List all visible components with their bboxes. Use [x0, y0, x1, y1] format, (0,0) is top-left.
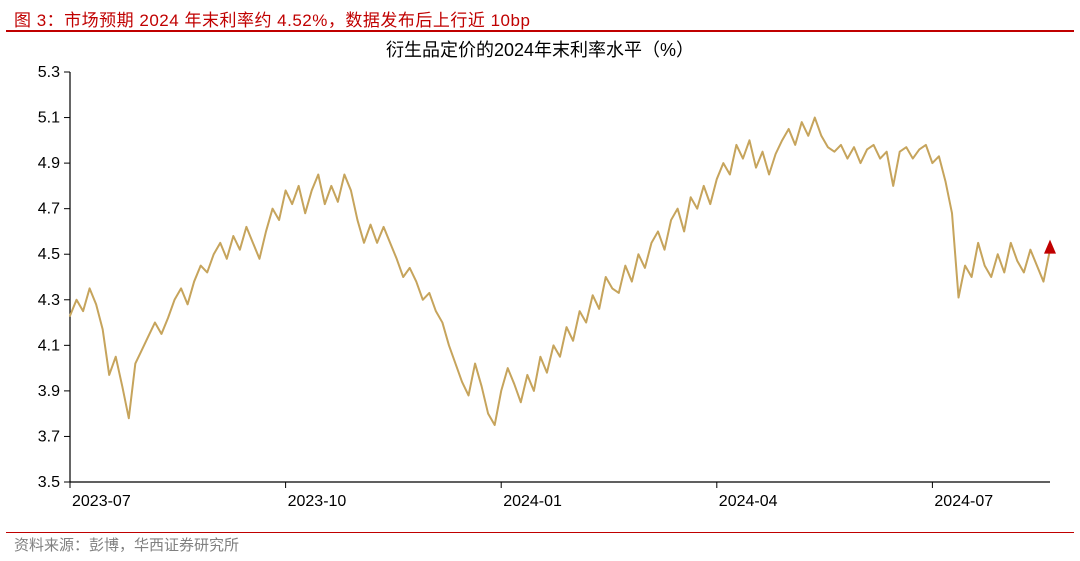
y-tick-label: 3.9	[38, 383, 60, 400]
x-tick-label: 2024-07	[934, 493, 993, 510]
source-note: 资料来源：彭博，华西证券研究所	[14, 534, 239, 555]
caption-text: 图 3：市场预期 2024 年末利率约 4.52%，数据发布后上行近 10bp	[14, 11, 530, 30]
y-tick-label: 4.3	[38, 292, 60, 309]
rate-series-line	[70, 118, 1050, 426]
y-tick-label: 4.5	[38, 246, 60, 263]
x-tick-label: 2023-10	[288, 493, 347, 510]
x-tick-label: 2024-04	[719, 493, 778, 510]
x-tick-label: 2024-01	[503, 493, 562, 510]
chart-container: 3.5 3.7 3.9 4.1 4.3 4.5 4.7 4.9 5.1 5.3 2023-07 202…	[10, 62, 1070, 522]
y-tick-label: 3.5	[38, 474, 60, 491]
rule-top	[6, 30, 1074, 32]
y-tick-label: 4.1	[38, 337, 60, 354]
chart-title: 衍生品定价的2024年末利率水平（%）	[0, 36, 1080, 62]
x-tick-label: 2023-07	[72, 493, 131, 510]
y-tick-label: 3.7	[38, 428, 60, 445]
line-chart: 3.5 3.7 3.9 4.1 4.3 4.5 4.7 4.9 5.1 5.3 2023-07 202…	[10, 62, 1070, 522]
y-tick-label: 5.1	[38, 110, 60, 127]
source-text: 资料来源：彭博，华西证券研究所	[14, 537, 239, 554]
rule-bottom	[6, 532, 1074, 534]
end-arrow-icon	[1044, 240, 1056, 254]
y-tick-label: 4.9	[38, 155, 60, 172]
figure-caption: 图 3：市场预期 2024 年末利率约 4.52%，数据发布后上行近 10bp	[14, 6, 530, 31]
y-tick-label: 4.7	[38, 201, 60, 218]
y-tick-label: 5.3	[38, 64, 60, 81]
chart-title-text: 衍生品定价的2024年末利率水平（%）	[386, 40, 694, 60]
